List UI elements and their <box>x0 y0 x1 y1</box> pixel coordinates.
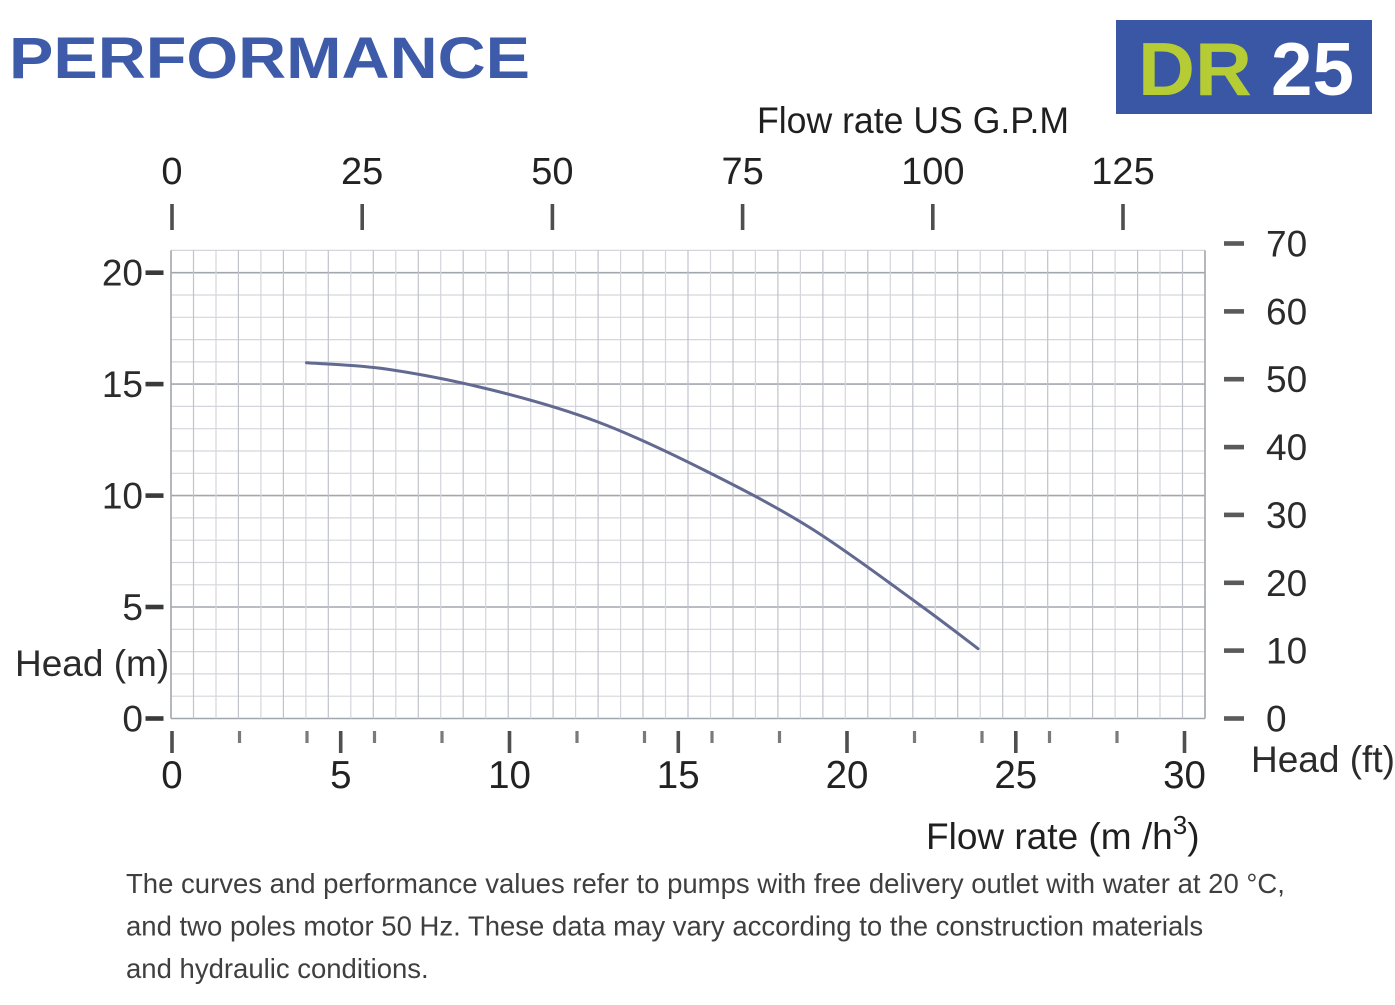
svg-text:Flow rate (m /h3): Flow rate (m /h3) <box>926 810 1200 857</box>
svg-text:100: 100 <box>901 151 964 193</box>
svg-text:The curves and performance val: The curves and performance values refer … <box>126 868 1285 899</box>
svg-text:10: 10 <box>102 476 143 517</box>
svg-text:Head (ft): Head (ft) <box>1251 739 1395 780</box>
svg-text:10: 10 <box>488 754 531 797</box>
svg-text:0: 0 <box>122 699 143 740</box>
svg-text:125: 125 <box>1091 151 1154 193</box>
svg-text:5: 5 <box>122 587 143 628</box>
svg-text:0: 0 <box>161 754 182 797</box>
svg-text:25: 25 <box>341 151 383 193</box>
svg-text:25: 25 <box>1271 27 1354 111</box>
svg-text:10: 10 <box>1266 631 1307 672</box>
svg-text:and hydraulic conditions.: and hydraulic conditions. <box>126 953 429 984</box>
svg-text:60: 60 <box>1266 291 1307 332</box>
svg-text:75: 75 <box>721 151 763 193</box>
svg-text:30: 30 <box>1266 495 1307 536</box>
svg-text:70: 70 <box>1266 224 1307 265</box>
svg-text:and two poles motor 50 Hz. The: and two poles motor 50 Hz. These data ma… <box>126 911 1203 942</box>
svg-text:PERFORMANCE: PERFORMANCE <box>9 26 530 91</box>
svg-text:20: 20 <box>1266 563 1307 604</box>
svg-text:Flow rate US G.P.M: Flow rate US G.P.M <box>757 100 1069 141</box>
svg-text:5: 5 <box>330 754 351 797</box>
svg-text:Head (m): Head (m) <box>15 643 169 684</box>
svg-text:40: 40 <box>1266 427 1307 468</box>
svg-text:30: 30 <box>1163 754 1206 797</box>
svg-text:DR: DR <box>1138 27 1252 111</box>
svg-text:0: 0 <box>1266 699 1287 740</box>
svg-text:25: 25 <box>994 754 1037 797</box>
svg-text:0: 0 <box>161 151 182 193</box>
svg-text:50: 50 <box>1266 359 1307 400</box>
svg-text:15: 15 <box>657 754 700 797</box>
svg-text:50: 50 <box>531 151 573 193</box>
svg-text:15: 15 <box>102 364 143 405</box>
svg-text:20: 20 <box>826 754 869 797</box>
svg-text:20: 20 <box>102 253 143 294</box>
